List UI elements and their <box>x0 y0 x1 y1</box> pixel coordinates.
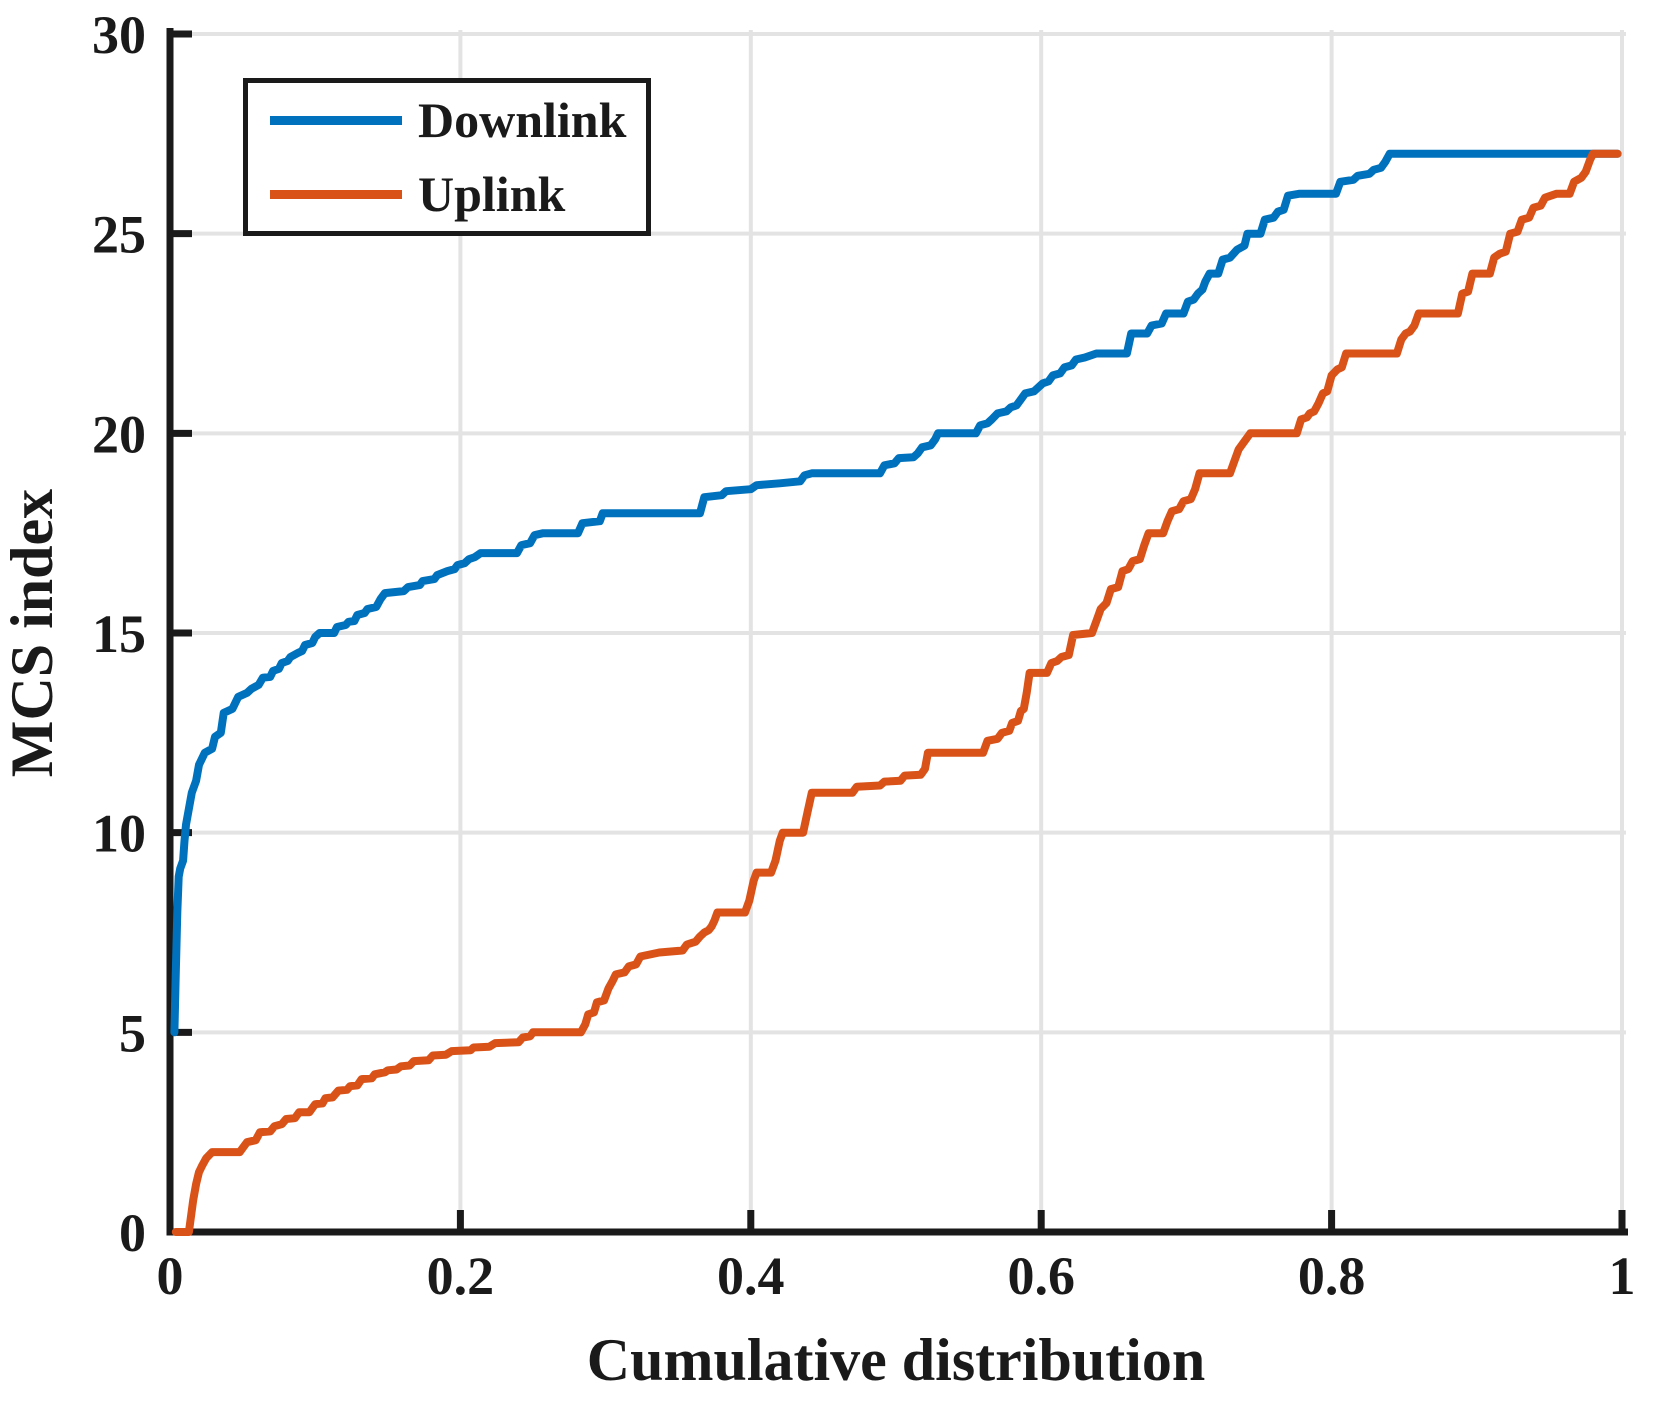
legend-entry-downlink: Downlink <box>248 95 646 145</box>
legend-label: Uplink <box>418 166 566 222</box>
legend-line-sample-downlink <box>270 115 402 125</box>
curve-layer <box>170 149 1622 1236</box>
legend-entry-uplink: Uplink <box>248 169 646 219</box>
x-axis-label: Cumulative distribution <box>587 1327 1205 1393</box>
y-tick-label: 30 <box>92 5 146 65</box>
x-tick-label: 0.4 <box>717 1246 785 1306</box>
x-tick-label: 1 <box>1609 1246 1636 1306</box>
x-tick-label: 0.2 <box>427 1246 495 1306</box>
y-tick-label: 5 <box>119 1003 146 1063</box>
legend-label: Downlink <box>418 92 627 148</box>
y-tick-label: 10 <box>92 804 146 864</box>
series-line-uplink <box>171 149 1622 1236</box>
y-tick-label: 15 <box>92 604 146 664</box>
y-tick-label: 20 <box>92 404 146 464</box>
series-line-downlink <box>170 149 1622 1037</box>
x-tick-label: 0 <box>157 1246 184 1306</box>
legend: Downlink Uplink <box>243 78 651 236</box>
x-tick-label: 0.8 <box>1298 1246 1366 1306</box>
y-tick-label: 0 <box>119 1203 146 1263</box>
legend-line-sample-uplink <box>270 189 402 199</box>
y-tick-label: 25 <box>92 205 146 265</box>
y-axis-label: MCS index <box>0 489 65 777</box>
label-layer: Cumulative distribution MCS index 0 0.2 0.… <box>0 5 1636 1393</box>
grid-layer <box>170 30 1626 1232</box>
x-tick-label: 0.6 <box>1007 1246 1075 1306</box>
